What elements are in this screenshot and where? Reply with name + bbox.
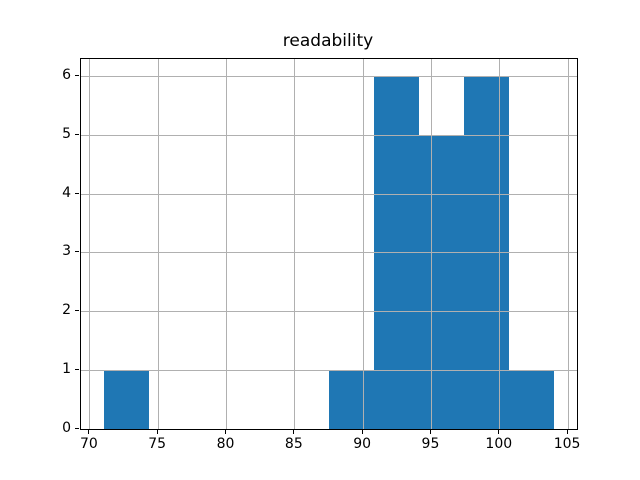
x-tick-label: 85: [284, 436, 303, 452]
x-tick-label: 90: [353, 436, 372, 452]
gridline-vertical: [294, 59, 296, 429]
y-tick: [75, 75, 79, 77]
gridline-vertical: [567, 59, 569, 429]
y-tick: [75, 427, 79, 429]
x-tick: [566, 430, 568, 434]
x-tick: [429, 430, 431, 434]
gridline-vertical: [362, 59, 364, 429]
gridline-vertical: [226, 59, 228, 429]
gridline-vertical: [89, 59, 91, 429]
y-tick: [75, 192, 79, 194]
x-tick: [361, 430, 363, 434]
y-tick-label: 6: [62, 67, 71, 84]
y-tick-label: 5: [62, 125, 71, 142]
x-tick-label: 100: [485, 436, 513, 452]
y-tick: [75, 368, 79, 370]
plot-area: [80, 58, 578, 430]
gridline-horizontal: [81, 311, 577, 313]
histogram-bar: [509, 370, 555, 429]
chart-title: readability: [282, 31, 374, 51]
x-tick-label: 80: [216, 436, 235, 452]
y-tick-label: 0: [62, 419, 71, 436]
gridline-horizontal: [81, 134, 577, 136]
y-tick: [75, 133, 79, 135]
y-tick: [75, 310, 79, 312]
x-tick-label: 105: [553, 436, 581, 452]
x-tick-label: 75: [148, 436, 167, 452]
y-tick: [75, 251, 79, 253]
x-tick: [156, 430, 158, 434]
gridline-horizontal: [81, 76, 577, 78]
x-tick: [88, 430, 90, 434]
histogram-bar: [329, 370, 375, 429]
x-tick: [498, 430, 500, 434]
histogram-bar: [419, 135, 465, 429]
gridline-vertical: [157, 59, 159, 429]
gridline-horizontal: [81, 252, 577, 254]
gridline-vertical: [499, 59, 501, 429]
y-tick-label: 4: [62, 184, 71, 201]
histogram-bar: [103, 370, 149, 429]
gridline-vertical: [430, 59, 432, 429]
y-tick-label: 3: [62, 243, 71, 260]
y-tick-label: 2: [62, 302, 71, 319]
x-tick: [225, 430, 227, 434]
x-tick-label: 70: [79, 436, 98, 452]
x-tick-label: 95: [421, 436, 440, 452]
gridline-horizontal: [81, 369, 577, 371]
gridline-horizontal: [81, 193, 577, 195]
x-tick: [293, 430, 295, 434]
y-tick-label: 1: [62, 360, 71, 377]
